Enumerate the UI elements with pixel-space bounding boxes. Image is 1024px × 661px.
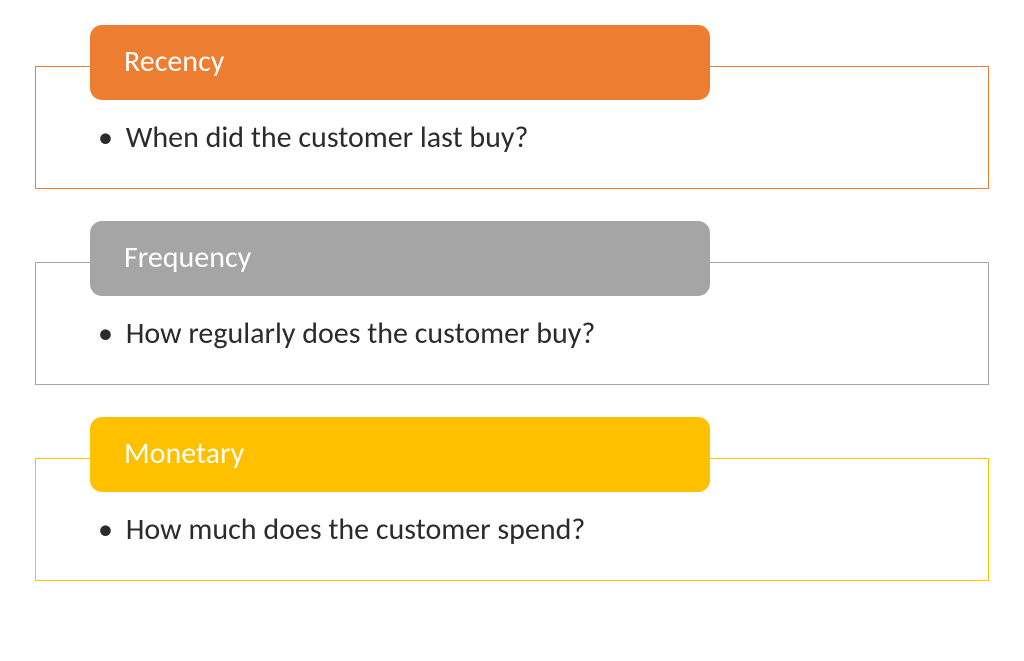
rfm-block-monetary: Monetary How much does the customer spen… xyxy=(35,417,989,581)
rfm-block-frequency: Frequency How regularly does the custome… xyxy=(35,221,989,385)
block-bullet: How much does the customer spend? xyxy=(98,511,948,548)
block-bullet: How regularly does the customer buy? xyxy=(98,315,948,352)
block-header: Frequency xyxy=(90,221,710,296)
block-header: Monetary xyxy=(90,417,710,492)
block-header: Recency xyxy=(90,25,710,100)
block-bullet: When did the customer last buy? xyxy=(98,119,948,156)
rfm-block-recency: Recency When did the customer last buy? xyxy=(35,25,989,189)
